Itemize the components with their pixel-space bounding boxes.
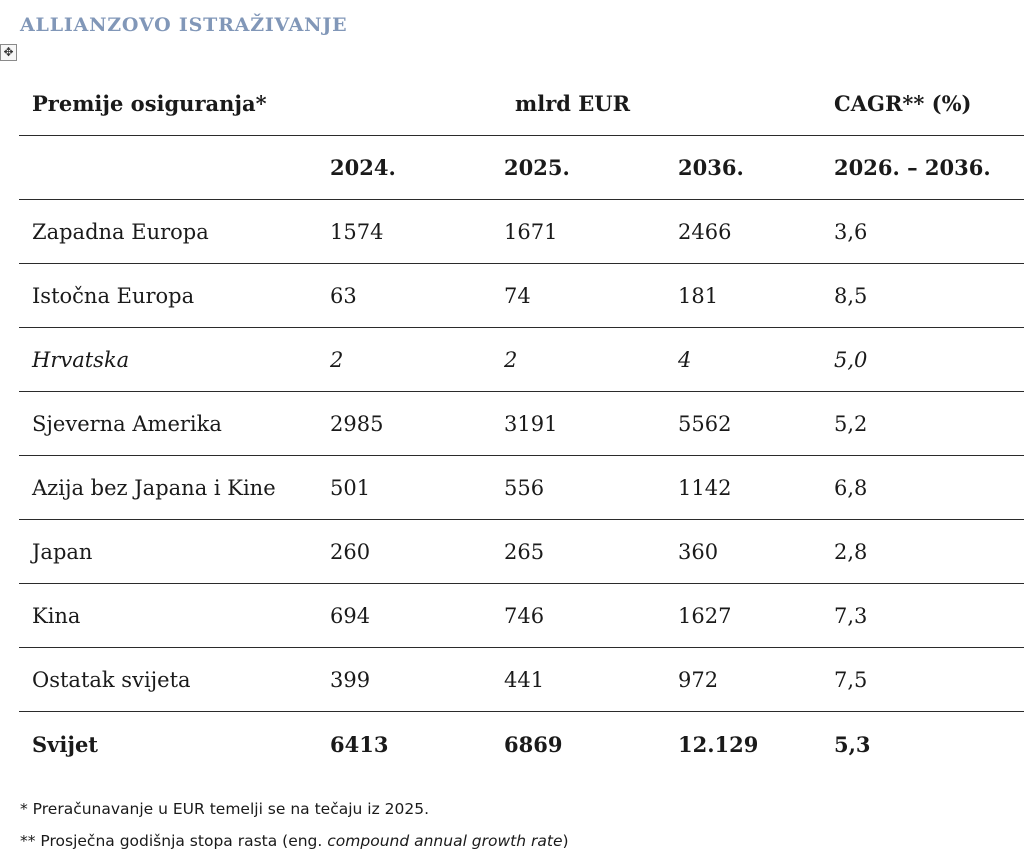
total-2024-cell: 6413 xyxy=(330,731,389,757)
footnote-cagr-prefix: ** Prosječna godišnja stopa rasta (eng. xyxy=(20,832,328,850)
region-cell: Ostatak svijeta xyxy=(32,667,191,692)
value-2036-cell: 4 xyxy=(678,347,692,372)
value-2024-cell: 260 xyxy=(330,539,371,564)
document-heading: ALLIANZOVO ISTRAŽIVANJE xyxy=(20,14,348,36)
cagr-cell: 5,0 xyxy=(834,347,868,372)
footnote-cagr-italic: compound annual growth rate xyxy=(327,832,563,850)
cagr-cell: 6,8 xyxy=(834,475,868,500)
table-row: Hrvatska 2 2 4 5,0 xyxy=(19,328,1024,392)
value-2036-cell: 972 xyxy=(678,667,719,692)
value-2025-cell: 265 xyxy=(504,539,545,564)
header-year-2024: 2024. xyxy=(330,155,396,180)
table-row: Japan 260 265 360 2,8 xyxy=(19,520,1024,584)
value-2036-cell: 2466 xyxy=(678,219,732,244)
cagr-cell: 3,6 xyxy=(834,219,868,244)
table-row: Sjeverna Amerika 2985 3191 5562 5,2 xyxy=(19,392,1024,456)
table-header-row-labels: Premije osiguranja* mlrd EUR CAGR** (%) xyxy=(19,72,1024,136)
value-2025-cell: 3191 xyxy=(504,411,558,436)
region-cell: Kina xyxy=(32,603,81,628)
header-units-label: mlrd EUR xyxy=(515,91,631,116)
header-cagr-period: 2026. – 2036. xyxy=(834,155,991,180)
value-2024-cell: 501 xyxy=(330,475,371,500)
table-row: Azija bez Japana i Kine 501 556 1142 6,8 xyxy=(19,456,1024,520)
region-cell: Sjeverna Amerika xyxy=(32,411,222,436)
value-2036-cell: 5562 xyxy=(678,411,732,436)
cagr-cell: 7,5 xyxy=(834,667,868,692)
footnote-cagr-suffix: ) xyxy=(562,832,569,850)
cagr-cell: 5,2 xyxy=(834,411,868,436)
table-row: Istočna Europa 63 74 181 8,5 xyxy=(19,264,1024,328)
value-2025-cell: 2 xyxy=(504,347,518,372)
header-year-2025: 2025. xyxy=(504,155,570,180)
value-2025-cell: 74 xyxy=(504,283,531,308)
premiums-table: Premije osiguranja* mlrd EUR CAGR** (%) … xyxy=(19,72,1024,776)
table-row: Kina 694 746 1627 7,3 xyxy=(19,584,1024,648)
value-2036-cell: 360 xyxy=(678,539,719,564)
table-header-row-years: 2024. 2025. 2036. 2026. – 2036. xyxy=(19,136,1024,200)
header-premiums-label: Premije osiguranja* xyxy=(32,91,267,116)
value-2024-cell: 694 xyxy=(330,603,371,628)
total-2025-cell: 6869 xyxy=(504,731,563,757)
value-2036-cell: 1142 xyxy=(678,475,732,500)
footnote-cagr: ** Prosječna godišnja stopa rasta (eng. … xyxy=(20,828,569,860)
cagr-cell: 7,3 xyxy=(834,603,868,628)
region-cell: Japan xyxy=(32,539,93,564)
value-2025-cell: 746 xyxy=(504,603,545,628)
value-2024-cell: 399 xyxy=(330,667,371,692)
cagr-cell: 2,8 xyxy=(834,539,868,564)
value-2036-cell: 181 xyxy=(678,283,719,308)
value-2024-cell: 63 xyxy=(330,283,357,308)
value-2036-cell: 1627 xyxy=(678,603,732,628)
region-cell: Hrvatska xyxy=(32,347,130,372)
table-total-row: Svijet 6413 6869 12.129 5,3 xyxy=(19,712,1024,776)
value-2025-cell: 1671 xyxy=(504,219,558,244)
table-row: Zapadna Europa 1574 1671 2466 3,6 xyxy=(19,200,1024,264)
value-2025-cell: 556 xyxy=(504,475,545,500)
footnote-currency: * Preračunavanje u EUR temelji se na teč… xyxy=(20,800,430,818)
value-2024-cell: 2 xyxy=(330,347,344,372)
value-2024-cell: 2985 xyxy=(330,411,384,436)
total-cagr-cell: 5,3 xyxy=(834,731,871,757)
header-year-2036: 2036. xyxy=(678,155,744,180)
footnotes: * Preračunavanje u EUR temelji se na teč… xyxy=(20,796,569,860)
value-2024-cell: 1574 xyxy=(330,219,384,244)
header-cagr-label: CAGR** (%) xyxy=(834,91,972,116)
value-2025-cell: 441 xyxy=(504,667,545,692)
table-move-handle-icon[interactable]: ✥ xyxy=(0,44,17,61)
cagr-cell: 8,5 xyxy=(834,283,868,308)
table-row: Ostatak svijeta 399 441 972 7,5 xyxy=(19,648,1024,712)
region-cell: Azija bez Japana i Kine xyxy=(32,475,276,500)
total-region-cell: Svijet xyxy=(32,731,99,757)
region-cell: Zapadna Europa xyxy=(32,219,209,244)
total-2036-cell: 12.129 xyxy=(678,731,759,757)
region-cell: Istočna Europa xyxy=(32,283,195,308)
